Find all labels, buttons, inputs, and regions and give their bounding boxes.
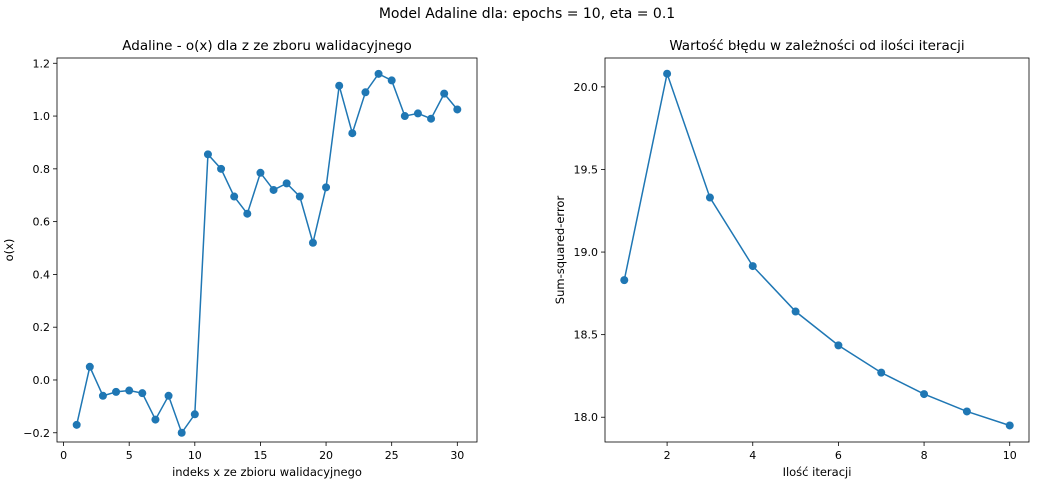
data-point: [374, 69, 383, 78]
y-tick-label: 0.8: [33, 163, 51, 176]
data-point: [98, 391, 107, 400]
y-tick-label: 1.2: [33, 57, 51, 70]
x-tick-label: 6: [835, 449, 842, 462]
data-point: [256, 168, 265, 177]
y-tick-label: 20.0: [574, 81, 599, 94]
data-point: [217, 164, 226, 173]
data-point: [387, 76, 396, 85]
data-point: [112, 387, 121, 396]
data-point: [190, 410, 199, 419]
x-tick-label: 25: [385, 449, 399, 462]
x-tick-label: 0: [60, 449, 67, 462]
data-point: [834, 341, 843, 350]
data-point: [663, 69, 672, 78]
y-tick-label: 0.4: [33, 268, 51, 281]
data-point: [125, 386, 134, 395]
y-tick-label: 0.0: [33, 374, 51, 387]
data-point: [413, 109, 422, 118]
data-point: [791, 307, 800, 316]
x-tick-label: 4: [749, 449, 756, 462]
error-vs-iterations-plot: Wartość błędu w zależności od ilości ite…: [553, 38, 1030, 479]
x-axis-label: indeks x ze zbioru walidacyjnego: [172, 465, 362, 479]
data-point: [877, 368, 886, 377]
figure-suptitle: Model Adaline dla: epochs = 10, eta = 0.…: [379, 6, 675, 22]
data-point: [243, 209, 252, 218]
series-line: [623, 70, 1010, 427]
y-tick-label: −0.2: [23, 427, 50, 440]
data-point: [151, 415, 160, 424]
x-tick-label: 10: [188, 449, 202, 462]
data-point: [269, 185, 278, 194]
x-tick-label: 2: [664, 449, 671, 462]
y-tick-label: 18.0: [574, 411, 599, 424]
data-point: [427, 114, 436, 123]
y-tick-label: 19.5: [574, 163, 599, 176]
plot-title: Adaline - o(x) dla z ze zboru walidacyjn…: [122, 38, 412, 54]
y-axis-label: o(x): [2, 239, 16, 262]
data-point: [308, 238, 317, 247]
y-tick-label: 0.2: [33, 321, 51, 334]
data-point: [705, 193, 714, 202]
x-tick-label: 20: [319, 449, 333, 462]
data-point: [322, 183, 331, 192]
data-point: [282, 179, 291, 188]
data-point: [453, 105, 462, 114]
data-point: [177, 428, 186, 437]
x-tick-label: 15: [253, 449, 267, 462]
plot-title: Wartość błędu w zależności od ilości ite…: [669, 38, 964, 54]
plot-frame: [604, 57, 1030, 443]
plot-frame: [56, 57, 478, 443]
data-point: [335, 81, 344, 90]
series-line: [75, 72, 458, 435]
x-tick-label: 10: [1003, 449, 1017, 462]
data-point: [85, 362, 94, 371]
x-tick-label: 8: [921, 449, 928, 462]
data-point: [230, 192, 239, 201]
validation-output-plot: Adaline - o(x) dla z ze zboru walidacyjn…: [2, 38, 478, 479]
data-point: [748, 262, 757, 271]
data-point: [361, 88, 370, 97]
data-point: [348, 129, 357, 138]
x-tick-label: 30: [450, 449, 464, 462]
data-point: [400, 112, 409, 121]
x-axis-label: Ilość iteracji: [783, 465, 852, 479]
y-tick-label: 19.0: [574, 246, 599, 259]
data-point: [138, 389, 147, 398]
y-tick-label: 0.6: [33, 216, 51, 229]
data-point: [295, 192, 304, 201]
data-point: [72, 420, 81, 429]
data-point: [440, 89, 449, 98]
x-tick-label: 5: [126, 449, 133, 462]
y-axis-label: Sum-squared-error: [553, 196, 567, 305]
data-point: [920, 390, 929, 399]
y-tick-label: 18.5: [574, 329, 599, 342]
data-point: [620, 276, 629, 285]
data-point: [164, 391, 173, 400]
data-point: [203, 150, 212, 159]
y-tick-label: 1.0: [33, 110, 51, 123]
data-point: [962, 407, 971, 416]
data-point: [1005, 421, 1014, 430]
